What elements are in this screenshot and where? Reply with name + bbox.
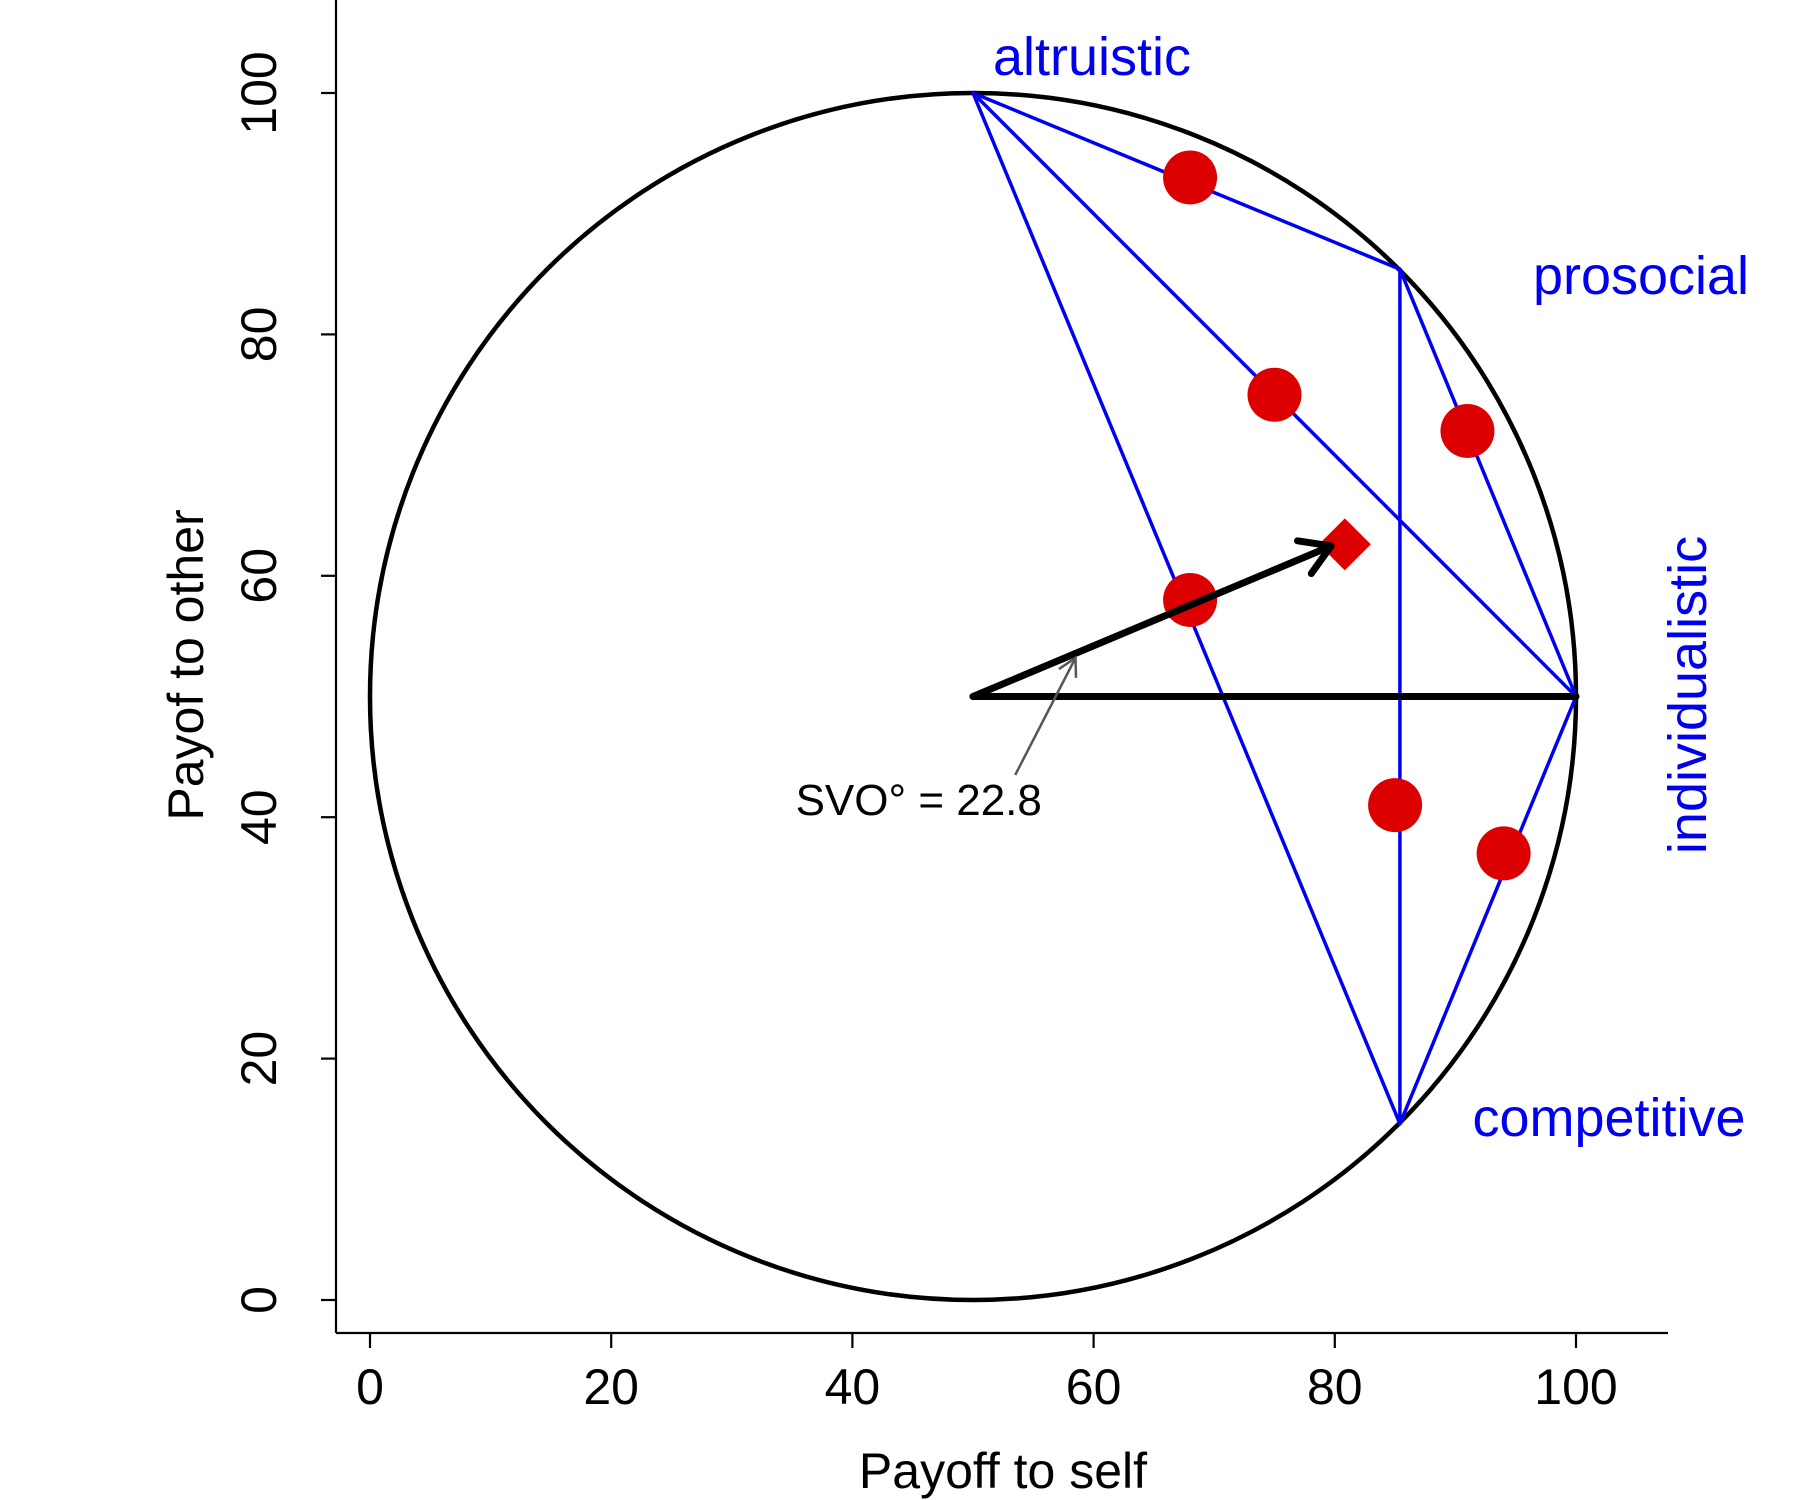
x-tick-label: 100 <box>1534 1359 1617 1415</box>
y-tick-label: 20 <box>231 1031 287 1087</box>
category-label-altruistic: altruistic <box>993 27 1191 87</box>
data-point <box>1476 826 1531 881</box>
category-label-competitive: competitive <box>1472 1088 1745 1148</box>
svo-vector-layer <box>969 537 1580 776</box>
x-tick-label: 20 <box>583 1359 639 1415</box>
x-axis-label: Payoff to self <box>859 1443 1147 1499</box>
points-layer <box>1163 150 1531 881</box>
data-point <box>1163 150 1218 205</box>
x-tick-label: 60 <box>1066 1359 1122 1415</box>
slider-lines-layer <box>971 91 1578 1126</box>
data-point <box>1368 778 1423 833</box>
x-tick-label: 0 <box>356 1359 384 1415</box>
x-tick-label: 40 <box>825 1359 881 1415</box>
data-point <box>1440 403 1495 458</box>
category-label-prosocial: prosocial <box>1533 246 1749 306</box>
y-tick-label: 100 <box>231 51 287 134</box>
svo-annotation: SVO° = 22.8 <box>796 776 1042 825</box>
y-tick-label: 80 <box>231 307 287 363</box>
x-tick-label: 80 <box>1307 1359 1363 1415</box>
y-tick-label: 60 <box>231 548 287 604</box>
y-tick-label: 0 <box>231 1286 287 1314</box>
mean-point-diamond <box>1318 518 1371 571</box>
axes: 0 20 40 60 80 100 0 20 40 60 80 100 Payoff to self Pa… <box>158 0 1668 1499</box>
svo-vector <box>969 542 1335 700</box>
y-axis-label: Payof to other <box>158 509 214 820</box>
data-point <box>1247 367 1302 422</box>
slider-line <box>1398 267 1578 699</box>
annotation-arrowhead <box>1058 655 1078 678</box>
svo-vector-arrowhead <box>1294 537 1335 578</box>
category-label-individualistic: individualistic <box>1658 536 1718 854</box>
labels-layer: SVO° = 22.8 altruistic prosocial individual… <box>796 27 1749 1148</box>
y-tick-label: 40 <box>231 789 287 845</box>
annotation-arrow <box>1014 657 1077 776</box>
slider-line <box>1398 694 1578 1126</box>
